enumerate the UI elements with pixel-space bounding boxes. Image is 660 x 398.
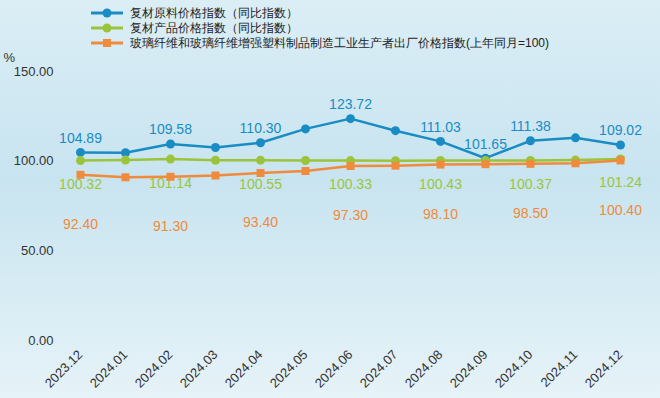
svg-text:150.00: 150.00 xyxy=(14,64,54,79)
svg-text:100.40: 100.40 xyxy=(599,202,642,218)
svg-text:101.65: 101.65 xyxy=(464,136,507,152)
html-text:复材原料价格指数（同比指数）: 复材原料价格指数（同比指数） xyxy=(130,5,298,20)
svg-text:98.10: 98.10 xyxy=(423,206,458,222)
svg-text:2024.10: 2024.10 xyxy=(492,347,536,391)
svg-text:101.24: 101.24 xyxy=(599,174,642,190)
svg-text:%: % xyxy=(4,50,16,65)
svg-text:2024.09: 2024.09 xyxy=(447,347,491,391)
svg-text:100.37: 100.37 xyxy=(509,176,552,192)
svg-text:109.58: 109.58 xyxy=(149,121,192,137)
svg-text:100.00: 100.00 xyxy=(14,153,54,168)
svg-text:91.30: 91.30 xyxy=(153,218,188,234)
svg-text:111.03: 111.03 xyxy=(420,119,461,135)
svg-text:2024.05: 2024.05 xyxy=(267,347,311,391)
svg-text:100.43: 100.43 xyxy=(419,176,462,192)
html-text:复材产品价格指数（同比指数）: 复材产品价格指数（同比指数） xyxy=(130,20,298,35)
svg-text:2024.07: 2024.07 xyxy=(357,347,401,391)
svg-text:93.40: 93.40 xyxy=(243,214,278,230)
svg-text:2024.03: 2024.03 xyxy=(177,347,221,391)
svg-text:101.14: 101.14 xyxy=(149,174,192,191)
svg-text:2024.08: 2024.08 xyxy=(402,347,446,391)
svg-text:97.30: 97.30 xyxy=(333,207,368,223)
svg-text:104.89: 104.89 xyxy=(59,130,102,146)
svg-text:0.00: 0.00 xyxy=(28,333,53,348)
svg-text:2024.12: 2024.12 xyxy=(582,347,626,391)
svg-text:100.33: 100.33 xyxy=(329,176,372,192)
svg-text:98.50: 98.50 xyxy=(513,205,548,221)
svg-text:2024.11: 2024.11 xyxy=(537,347,580,390)
svg-text:2024.02: 2024.02 xyxy=(132,347,176,391)
svg-text:123.72: 123.72 xyxy=(329,96,372,112)
svg-text:100.55: 100.55 xyxy=(239,176,282,192)
svg-text:109.02: 109.02 xyxy=(599,122,642,138)
svg-text:92.40: 92.40 xyxy=(63,216,98,232)
svg-text:2024.06: 2024.06 xyxy=(312,347,356,391)
svg-text:2024.01: 2024.01 xyxy=(87,347,131,391)
html-text:玻璃纤维和玻璃纤维增强塑料制品制造工业生产者出厂价格指数(上: 玻璃纤维和玻璃纤维增强塑料制品制造工业生产者出厂价格指数(上年同月=100) xyxy=(130,35,549,50)
svg-text:110.30: 110.30 xyxy=(240,120,282,136)
svg-text:111.38: 111.38 xyxy=(510,118,551,134)
svg-text:2023.12: 2023.12 xyxy=(42,347,86,391)
svg-text:100.32: 100.32 xyxy=(59,176,102,193)
svg-text:2024.04: 2024.04 xyxy=(222,347,266,391)
svg-text:50.00: 50.00 xyxy=(21,243,54,258)
